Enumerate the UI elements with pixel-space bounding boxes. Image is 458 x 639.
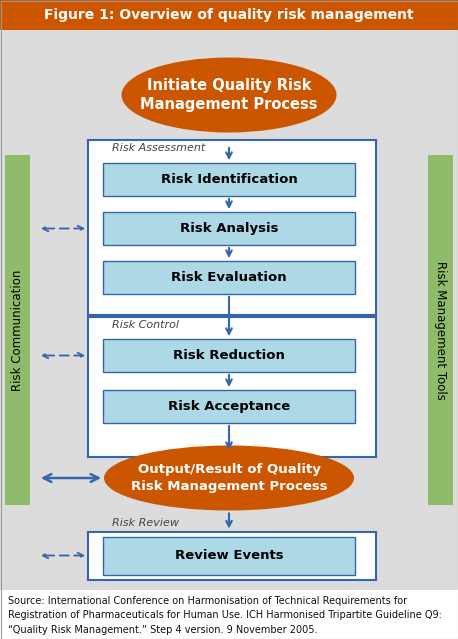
- Text: Risk Communication: Risk Communication: [11, 269, 24, 390]
- Ellipse shape: [121, 58, 337, 132]
- FancyBboxPatch shape: [0, 30, 458, 590]
- FancyBboxPatch shape: [88, 140, 376, 315]
- FancyBboxPatch shape: [103, 163, 355, 196]
- FancyBboxPatch shape: [88, 317, 376, 457]
- Text: Risk Evaluation: Risk Evaluation: [171, 271, 287, 284]
- Text: Risk Reduction: Risk Reduction: [173, 349, 285, 362]
- FancyBboxPatch shape: [103, 212, 355, 245]
- FancyBboxPatch shape: [103, 339, 355, 372]
- FancyBboxPatch shape: [5, 155, 30, 505]
- Text: Source: International Conference on Harmonisation of Technical Requirements for
: Source: International Conference on Harm…: [8, 596, 442, 635]
- Text: Figure 1: Overview of quality risk management: Figure 1: Overview of quality risk manag…: [44, 8, 414, 22]
- Text: Review Events: Review Events: [174, 549, 284, 562]
- Text: Risk Acceptance: Risk Acceptance: [168, 400, 290, 413]
- Text: Risk Review: Risk Review: [112, 518, 179, 528]
- FancyBboxPatch shape: [103, 390, 355, 423]
- Ellipse shape: [104, 445, 354, 511]
- Text: Risk Management Tools: Risk Management Tools: [434, 261, 447, 399]
- FancyBboxPatch shape: [103, 537, 355, 574]
- Text: Risk Control: Risk Control: [112, 320, 179, 330]
- Text: Initiate Quality Risk
Management Process: Initiate Quality Risk Management Process: [140, 77, 318, 112]
- FancyBboxPatch shape: [103, 261, 355, 294]
- FancyBboxPatch shape: [0, 0, 458, 30]
- Text: Risk Analysis: Risk Analysis: [180, 222, 278, 235]
- FancyBboxPatch shape: [428, 155, 453, 505]
- Text: Output/Result of Quality
Risk Management Process: Output/Result of Quality Risk Management…: [131, 463, 327, 493]
- Text: Risk Identification: Risk Identification: [161, 173, 297, 186]
- FancyBboxPatch shape: [0, 590, 458, 639]
- Text: Risk Assessment: Risk Assessment: [112, 143, 205, 153]
- FancyBboxPatch shape: [88, 532, 376, 580]
